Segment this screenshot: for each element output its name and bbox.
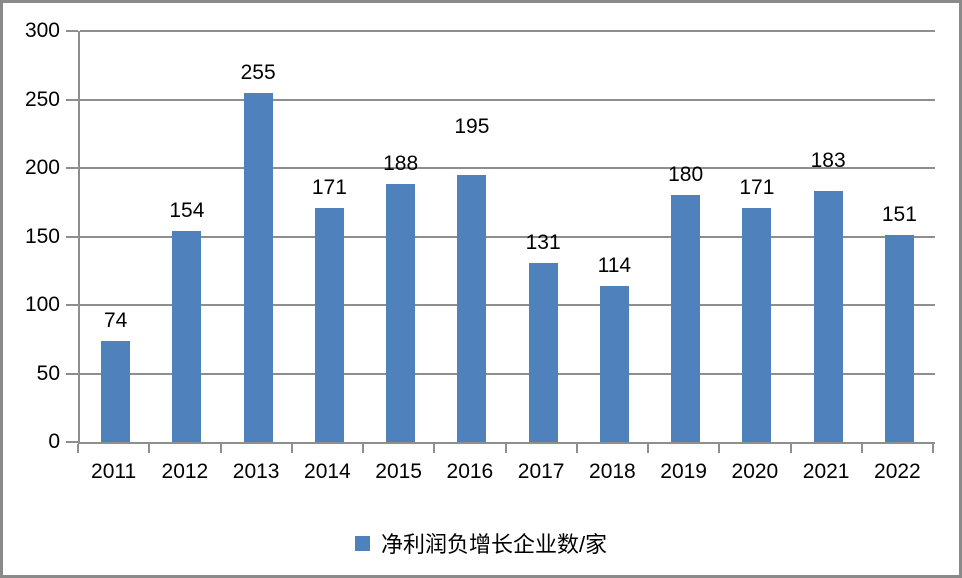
y-axis-tick-label: 200	[24, 156, 60, 179]
y-axis-tick-label: 50	[36, 361, 60, 385]
legend-label: 净利润负增长企业数/家	[380, 532, 608, 557]
gridline	[80, 304, 935, 306]
bar-2012	[172, 231, 202, 442]
y-axis-tick	[66, 372, 78, 375]
bar-2016	[457, 175, 487, 442]
x-axis-category-label: 2022	[874, 460, 921, 483]
legend-swatch-icon	[354, 535, 370, 551]
bar-2017	[528, 263, 558, 442]
bar-value-label: 195	[454, 115, 490, 138]
bar-2011	[101, 341, 131, 442]
y-axis-tick-label: 0	[48, 430, 60, 453]
x-axis-category-label: 2019	[660, 460, 707, 483]
gridline	[80, 372, 935, 375]
gridline	[80, 30, 935, 32]
bar-2020	[742, 208, 772, 442]
x-axis-category-label: 2011	[91, 460, 137, 483]
x-axis-tick	[860, 444, 863, 453]
x-axis-tick	[290, 444, 293, 453]
y-axis-tick	[66, 304, 78, 306]
bar-2022	[884, 235, 914, 442]
bar-value-label: 154	[169, 199, 205, 222]
x-axis-tick	[362, 444, 364, 453]
x-axis-category-label: 2012	[161, 460, 209, 483]
x-axis-tick	[433, 444, 436, 453]
bar-value-label: 180	[668, 163, 704, 186]
x-axis-tick	[789, 444, 792, 453]
bar-2014	[314, 208, 344, 442]
x-axis-tick	[219, 444, 222, 453]
x-axis-tick	[932, 444, 934, 453]
x-axis-category-label: 2018	[589, 460, 636, 483]
x-axis-tick	[647, 444, 649, 453]
bar-value-label: 171	[739, 176, 775, 199]
y-axis-tick	[66, 98, 78, 101]
x-axis-category-label: 2014	[304, 460, 351, 483]
x-axis-category-label: 2013	[232, 460, 280, 483]
bar-2013	[243, 93, 273, 442]
x-axis-category-label: 2020	[731, 460, 779, 483]
bar-2021	[813, 191, 843, 442]
y-axis-tick	[66, 167, 78, 169]
bar-2015	[386, 184, 416, 442]
plot-area: 74 154 255 171 188 195 131 114 180 171 183 151	[78, 30, 935, 444]
bar-value-label: 74	[103, 309, 128, 332]
y-axis-tick-label: 150	[24, 224, 60, 248]
y-axis-tick	[66, 30, 78, 32]
bar-value-label: 255	[240, 61, 276, 84]
gridline	[80, 98, 935, 101]
x-axis-tick	[77, 444, 79, 453]
x-axis-tick	[148, 444, 151, 453]
legend: 净利润负增长企业数/家	[3, 527, 959, 559]
bar-value-label: 131	[525, 231, 561, 254]
x-axis-tick	[575, 444, 578, 453]
x-axis-tick	[718, 444, 721, 453]
y-axis-tick	[66, 441, 78, 443]
y-axis-tick-label: 100	[24, 293, 60, 316]
bar-value-label: 171	[311, 176, 347, 199]
gridline	[80, 235, 935, 238]
gridline	[80, 167, 935, 169]
y-axis-tick-label: 250	[24, 87, 60, 111]
bar-2018	[599, 286, 629, 442]
bar-value-label: 183	[810, 149, 846, 172]
y-axis-tick-label: 300	[24, 19, 60, 42]
x-axis-category-label: 2021	[802, 460, 850, 483]
x-axis-tick	[504, 444, 507, 453]
bar-2019	[671, 195, 701, 442]
x-axis-category-label: 2015	[375, 460, 422, 483]
y-axis-tick	[66, 235, 78, 238]
x-axis-category-label: 2017	[517, 460, 565, 483]
bar-value-label: 151	[881, 203, 917, 226]
bar-value-label: 114	[597, 254, 632, 277]
x-axis-category-label: 2016	[446, 460, 494, 483]
bar-value-label: 188	[383, 152, 419, 175]
